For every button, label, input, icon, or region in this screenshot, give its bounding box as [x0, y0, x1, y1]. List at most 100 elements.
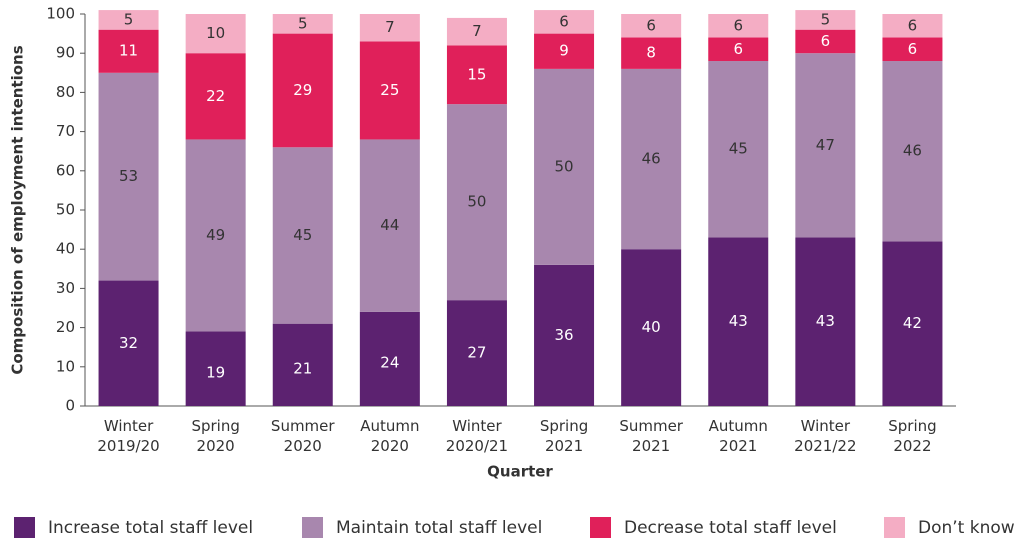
- value-label: 6: [559, 12, 569, 30]
- bar-segment: [621, 68, 682, 250]
- bar-segment: [882, 37, 943, 62]
- bar-segment: [185, 14, 246, 54]
- value-label: 5: [821, 10, 831, 28]
- bar-segment: [446, 300, 507, 406]
- value-label: 50: [555, 157, 574, 175]
- value-label: 46: [903, 142, 922, 160]
- legend-swatch: [14, 517, 35, 538]
- bar-segment: [534, 68, 595, 265]
- value-label: 22: [206, 87, 225, 105]
- bar-segment: [359, 311, 420, 406]
- x-tick-label-line: 2020: [371, 437, 409, 455]
- x-axis-label: Quarter: [487, 463, 553, 481]
- x-tick-label: Summer 2021: [619, 417, 683, 455]
- bar-segment: [98, 72, 159, 281]
- value-label: 53: [119, 167, 138, 185]
- value-label: 43: [816, 312, 835, 330]
- value-label: 50: [467, 193, 486, 211]
- value-label: 9: [559, 42, 569, 60]
- bar-segment: [272, 323, 333, 406]
- value-label: 46: [642, 150, 661, 168]
- x-tick-label: Autumn 2020: [360, 417, 419, 455]
- x-tick-label-line: Spring: [191, 417, 239, 435]
- x-tick-label-line: 2022: [893, 437, 931, 455]
- bar-segment: [708, 61, 769, 238]
- bar-segment: [795, 237, 856, 406]
- bar-segment: [621, 249, 682, 406]
- x-tick-label-line: Winter: [801, 417, 851, 435]
- bar-segment: [534, 264, 595, 406]
- bar-segment: [359, 139, 420, 312]
- value-label: 7: [472, 22, 482, 40]
- y-tick-label: 10: [56, 357, 75, 375]
- value-label: 5: [124, 10, 134, 28]
- value-label: 27: [467, 344, 486, 362]
- bar-segment: [882, 61, 943, 242]
- bar-segment: [359, 41, 420, 140]
- value-label: 25: [380, 81, 399, 99]
- y-tick-label: 70: [56, 122, 75, 140]
- y-tick-label: 100: [46, 5, 75, 23]
- bar-segment: [795, 53, 856, 238]
- y-tick-label: 0: [65, 397, 75, 415]
- value-label: 45: [293, 226, 312, 244]
- bar-segment: [534, 10, 595, 34]
- value-label: 32: [119, 334, 138, 352]
- y-tick-label: 20: [56, 318, 75, 336]
- y-tick-label: 40: [56, 240, 75, 258]
- legend-swatch: [590, 517, 611, 538]
- x-tick-label-line: Autumn: [360, 417, 419, 435]
- value-label: 43: [729, 312, 748, 330]
- bar-segment: [882, 241, 943, 406]
- value-label: 21: [293, 359, 312, 377]
- value-label: 19: [206, 363, 225, 381]
- x-tick-label-line: Spring: [540, 417, 588, 435]
- value-label: 6: [821, 32, 831, 50]
- bar-segment: [621, 37, 682, 69]
- x-tick-label: Spring 2020: [191, 417, 239, 455]
- x-tick-label-line: Autumn: [709, 417, 768, 435]
- bar-segment: [272, 14, 333, 34]
- x-tick-label-line: 2020: [284, 437, 322, 455]
- legend-label: Don’t know: [918, 518, 1015, 538]
- x-tick-label-line: Winter: [452, 417, 502, 435]
- y-axis-label: Composition of employment intentions: [9, 45, 27, 374]
- bar-segment: [98, 29, 159, 73]
- x-tick-label-line: Winter: [104, 417, 154, 435]
- y-tick-label: 30: [56, 279, 75, 297]
- value-label: 6: [733, 16, 743, 34]
- value-label: 49: [206, 226, 225, 244]
- bar-segment: [621, 14, 682, 38]
- y-tick-label: 50: [56, 201, 75, 219]
- y-tick-label: 80: [56, 83, 75, 101]
- x-tick-label-line: 2021: [632, 437, 670, 455]
- x-tick-label: Winter 2021/22: [794, 417, 856, 455]
- x-tick-label-line: Summer: [271, 417, 335, 435]
- y-tick-label: 60: [56, 161, 75, 179]
- x-tick-label-line: 2020/21: [446, 437, 508, 455]
- value-label: 6: [908, 40, 918, 58]
- bar-segment: [98, 10, 159, 30]
- x-tick-label-line: 2020: [197, 437, 235, 455]
- bar-segment: [272, 33, 333, 148]
- bar-segment: [708, 14, 769, 38]
- x-tick-label: Spring 2022: [888, 417, 936, 455]
- value-label: 40: [642, 318, 661, 336]
- value-label: 6: [908, 16, 918, 34]
- value-label: 36: [555, 326, 574, 344]
- x-tick-label: Autumn 2021: [709, 417, 768, 455]
- bar-segment: [795, 10, 856, 30]
- x-tick-label-line: Summer: [619, 417, 683, 435]
- value-label: 11: [119, 42, 138, 60]
- value-label: 15: [467, 65, 486, 83]
- bar-segment: [446, 104, 507, 301]
- value-label: 10: [206, 24, 225, 42]
- legend-swatch: [884, 517, 905, 538]
- value-label: 47: [816, 136, 835, 154]
- legend-label: Increase total staff level: [48, 518, 253, 538]
- x-tick-label-line: 2021: [545, 437, 583, 455]
- x-tick-label: Summer 2020: [271, 417, 335, 455]
- x-tick-label-line: 2021/22: [794, 437, 856, 455]
- bar-segment: [272, 147, 333, 324]
